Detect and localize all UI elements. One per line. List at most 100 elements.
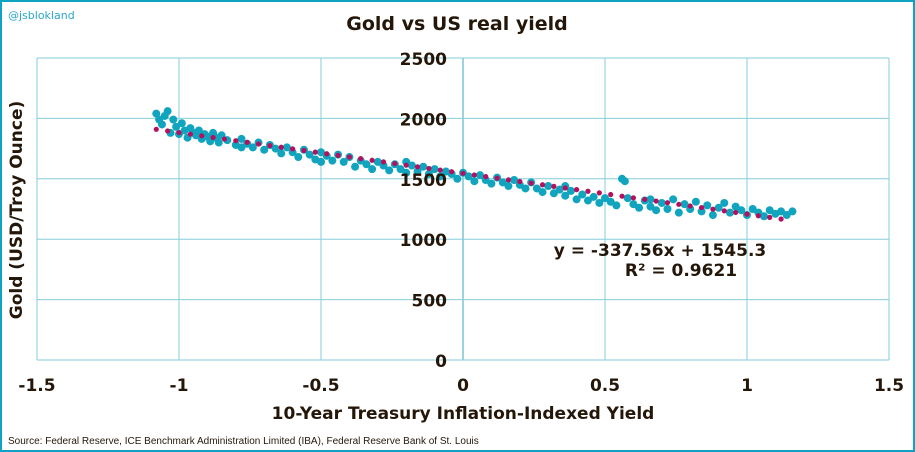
- trendline-dot: [539, 182, 546, 188]
- data-point: [760, 212, 769, 221]
- data-point: [237, 134, 246, 143]
- trendline-dot: [403, 162, 409, 168]
- gridlines: [36, 57, 890, 361]
- data-point: [214, 138, 223, 147]
- trendline-dot: [687, 203, 693, 209]
- data-point: [373, 157, 382, 166]
- data-point: [782, 211, 791, 220]
- data-point: [646, 195, 655, 204]
- data-point: [635, 203, 644, 212]
- trendline-dot: [369, 157, 375, 163]
- data-points: [152, 107, 797, 221]
- trendline-dot: [233, 138, 239, 144]
- data-point: [708, 211, 717, 220]
- x-tick-label: 0.5: [590, 376, 620, 396]
- trendline-dot: [721, 208, 727, 214]
- trendline-dot: [346, 154, 352, 160]
- data-point: [396, 165, 405, 174]
- trendline-dot: [483, 173, 489, 180]
- trendline-dot: [698, 204, 705, 211]
- trendline-dot: [278, 144, 284, 150]
- trendline-dot: [449, 169, 455, 175]
- data-point: [680, 200, 689, 209]
- x-tick-label: 1.5: [874, 376, 904, 396]
- data-point: [419, 162, 428, 171]
- data-point: [720, 198, 729, 207]
- data-point: [532, 184, 541, 193]
- trendline-dot: [505, 177, 512, 183]
- data-point: [317, 148, 325, 157]
- trendline-dot: [562, 185, 568, 191]
- trendline-equation: y = -337.56x + 1545.3: [554, 241, 766, 261]
- data-point: [172, 122, 181, 131]
- data-point: [464, 172, 473, 181]
- data-point: [623, 194, 632, 203]
- x-tick-label: 1: [741, 376, 753, 396]
- data-point: [566, 186, 575, 195]
- trendline-dot: [380, 159, 387, 165]
- trendline-dot: [414, 164, 421, 170]
- data-point: [368, 165, 377, 174]
- data-point: [714, 203, 723, 212]
- source-note: Source: Federal Reserve, ICE Benchmark A…: [8, 436, 479, 447]
- data-point: [572, 195, 581, 204]
- trendline-dot: [778, 216, 784, 222]
- y-tick-label: 0: [435, 352, 447, 372]
- data-point: [237, 143, 246, 152]
- trendline-dot: [392, 160, 398, 167]
- trendline-dot: [585, 188, 591, 194]
- data-point: [777, 207, 786, 216]
- trendline-dot: [710, 206, 716, 212]
- data-point: [351, 162, 360, 171]
- y-tick-label: 1500: [400, 171, 447, 191]
- data-point: [157, 120, 166, 129]
- trendline-dot: [187, 131, 193, 137]
- trendline-dot: [267, 142, 273, 149]
- data-point: [294, 153, 303, 162]
- trendline-dot: [517, 178, 523, 185]
- data-point: [606, 197, 615, 206]
- data-point: [385, 166, 394, 175]
- y-axis-label: Gold (USD/Troy Ounce): [7, 101, 27, 320]
- data-point: [339, 157, 348, 166]
- trendline-dot: [335, 152, 341, 158]
- trendline-dot: [255, 141, 262, 147]
- y-tick-label: 2000: [400, 110, 447, 130]
- data-point: [328, 156, 337, 165]
- trendline-dot: [744, 211, 750, 217]
- trendline-dot: [301, 147, 307, 154]
- trendline-dot: [176, 129, 182, 136]
- trendline-dot: [642, 196, 648, 203]
- data-point: [691, 197, 700, 206]
- trendline-dot: [165, 128, 171, 134]
- data-point: [277, 149, 286, 158]
- trendline-dot: [312, 149, 318, 155]
- data-point: [737, 206, 746, 215]
- trendline-dot: [574, 187, 580, 193]
- data-point: [436, 172, 445, 181]
- trendline-dot: [221, 136, 228, 142]
- data-point: [629, 200, 638, 209]
- data-point: [589, 192, 598, 201]
- data-point: [487, 179, 496, 188]
- trendline-dot: [676, 201, 682, 207]
- trendline-dot: [619, 193, 625, 199]
- data-point: [538, 188, 547, 197]
- x-tick-label: -0.5: [302, 376, 339, 396]
- data-point: [731, 202, 740, 211]
- trendline-dot: [664, 200, 671, 206]
- data-point: [697, 207, 706, 216]
- trendline-dot: [755, 213, 761, 219]
- data-point: [498, 178, 507, 187]
- trendline: [153, 126, 784, 222]
- data-point: [544, 182, 553, 191]
- data-point: [578, 190, 587, 199]
- x-tick-label: -1.5: [18, 376, 55, 396]
- trendline-dot: [199, 133, 205, 139]
- data-point: [510, 176, 519, 185]
- data-point: [583, 196, 592, 205]
- tick-labels: -1.5 -1 -0.5 0 0.5 1 1.5 0 500 1000 1500 2000 2500: [18, 50, 904, 396]
- data-point: [282, 143, 291, 152]
- data-point: [555, 185, 564, 194]
